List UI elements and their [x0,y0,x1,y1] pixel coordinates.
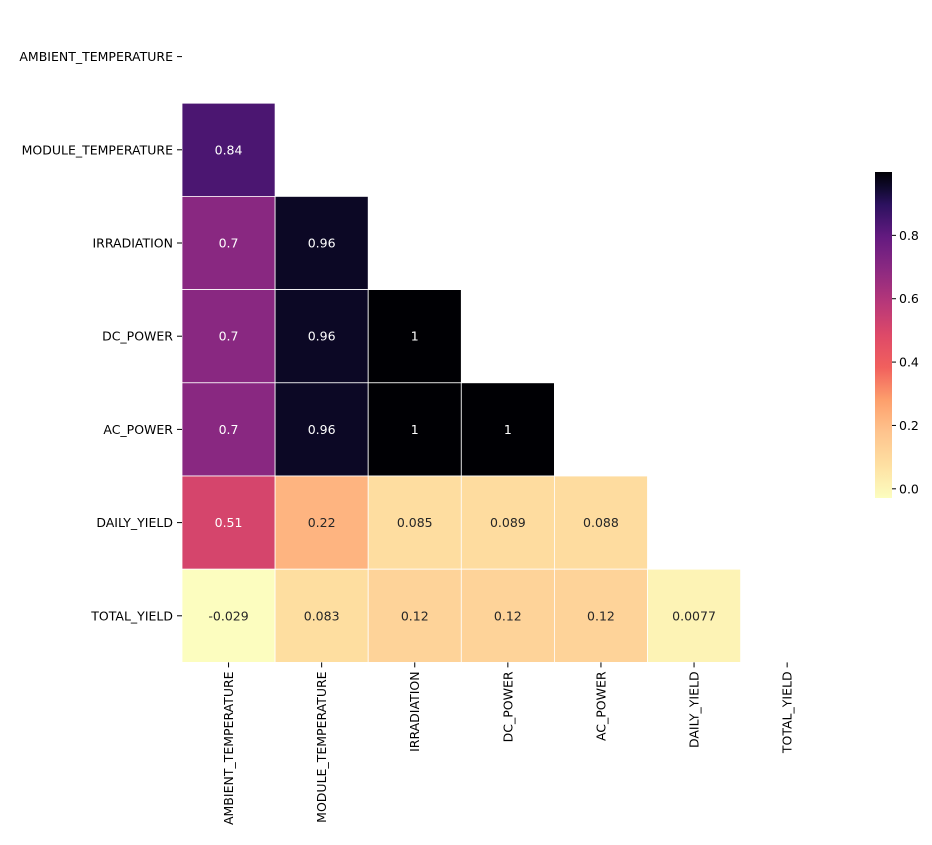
y-tick-label: AC_POWER [103,422,173,437]
heatmap-cell [181,102,276,197]
x-tick-label: DC_POWER [500,671,515,742]
heatmap-cell [460,475,555,570]
heatmap-cell [367,289,462,384]
heatmap-cell [274,195,369,290]
cell-value-label: 0.12 [401,608,429,623]
heatmap-cell [181,289,276,384]
colorbar-tick-label: 0.4 [899,355,919,370]
x-tick-label: MODULE_TEMPERATURE [314,671,329,822]
x-tick-label: DAILY_YIELD [687,671,702,748]
cell-value-label: 0.083 [304,608,340,623]
y-tick-label: AMBIENT_TEMPERATURE [19,49,173,64]
colorbar: 0.0 0.2 0.4 0.6 0.8 [875,172,919,498]
cell-value-label: 1 [411,422,419,437]
cell-value-label: 0.088 [583,515,619,530]
y-tick-label: TOTAL_YIELD [90,608,173,623]
cell-value-label: 0.089 [490,515,526,530]
y-tick-label: IRRADIATION [92,236,173,251]
heatmap-cell [181,195,276,290]
cell-value-label: 0.085 [397,515,433,530]
x-tick-label: IRRADIATION [407,671,422,752]
cell-value-label: 0.96 [308,236,336,251]
heatmap-cell [367,475,462,570]
heatmap-cell [274,568,369,663]
heatmap-cell [367,568,462,663]
cell-value-label: 0.7 [219,236,239,251]
cell-value-label: -0.029 [208,608,248,623]
heatmap-cell [274,475,369,570]
colorbar-tick-label: 0.6 [899,291,919,306]
cell-value-label: 0.7 [219,329,239,344]
heatmap-cell [274,289,369,384]
y-tick-label: MODULE_TEMPERATURE [22,142,173,157]
cell-value-label: 0.7 [219,422,239,437]
colorbar-tick-label: 0.0 [899,481,919,496]
y-axis: AMBIENT_TEMPERATURE MODULE_TEMPERATURE IRR… [19,49,182,623]
cell-value-label: 0.12 [587,608,615,623]
heatmap-cell [460,382,555,477]
cell-value-label: 1 [411,329,419,344]
cell-value-label: 0.0077 [672,608,716,623]
cell-value-label: 0.96 [308,422,336,437]
cell-value-label: 0.12 [494,608,522,623]
colorbar-gradient [875,172,892,498]
colorbar-tick-label: 0.8 [899,228,919,243]
x-tick-label: AMBIENT_TEMPERATURE [221,671,236,825]
colorbar-tick-label: 0.2 [899,418,919,433]
heatmap-cells [181,102,741,663]
cell-value-label: 0.22 [308,515,336,530]
cell-value-label: 0.51 [215,515,243,530]
heatmap-cell [647,568,741,663]
y-tick-label: DAILY_YIELD [96,515,173,530]
heatmap-annotations: 0.84 0.7 0.96 0.7 0.96 1 0.7 0.96 1 1 0.51 0.22 0.08… [208,142,716,623]
y-tick-label: DC_POWER [102,329,173,344]
heatmap-cell [460,568,555,663]
heatmap-cell [554,475,648,570]
x-tick-label: TOTAL_YIELD [780,671,795,754]
cell-value-label: 1 [504,422,512,437]
cell-value-label: 0.96 [308,329,336,344]
x-tick-label: AC_POWER [593,671,608,741]
heatmap-cell [554,568,648,663]
cell-value-label: 0.84 [215,142,243,157]
x-axis: AMBIENT_TEMPERATURE MODULE_TEMPERATURE IRR… [221,662,795,825]
heatmap-cell [274,382,369,477]
